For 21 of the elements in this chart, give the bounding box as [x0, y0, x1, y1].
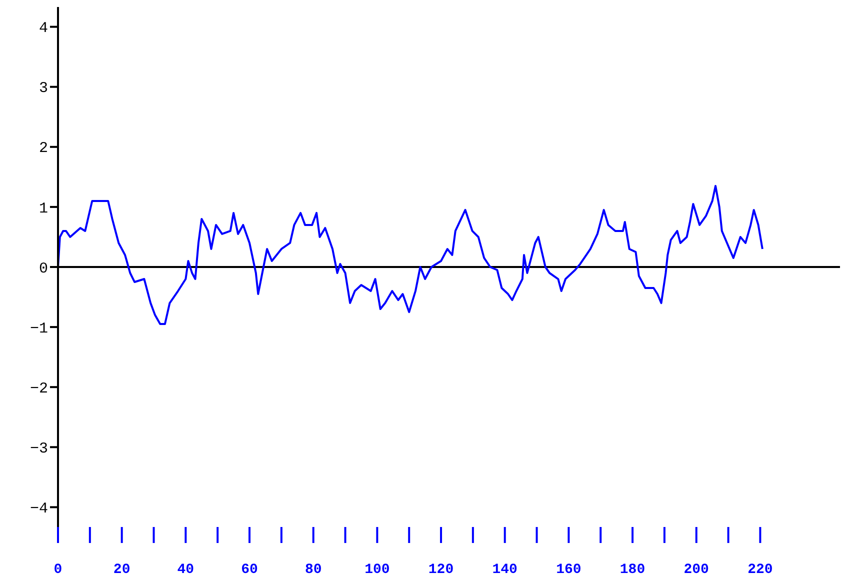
y-tick-label: 0 — [38, 260, 48, 278]
y-tick-label: 3 — [38, 80, 48, 98]
y-tick-label: 2 — [38, 140, 48, 158]
y-tick-label: 4 — [38, 20, 48, 38]
x-tick-label: 100 — [364, 562, 390, 578]
x-tick-label: 60 — [241, 562, 258, 578]
x-tick-label: 20 — [113, 562, 130, 578]
x-tick-label: 40 — [177, 562, 194, 578]
y-tick-label: −4 — [30, 500, 48, 518]
x-tick-label: 80 — [304, 562, 322, 578]
x-tick-label: 160 — [556, 562, 582, 578]
y-tick-label: −1 — [30, 320, 48, 338]
x-tick-label: 220 — [748, 562, 773, 578]
x-tick-label: 120 — [428, 562, 454, 578]
y-tick-label: 1 — [38, 200, 48, 218]
x-tick-label: 140 — [492, 562, 518, 578]
x-tick-label: 0 — [54, 562, 62, 578]
x-tick-label: 200 — [684, 562, 709, 578]
y-tick-label: −2 — [30, 380, 48, 398]
x-tick-label: 180 — [620, 562, 646, 578]
y-tick-label: −3 — [30, 440, 48, 458]
